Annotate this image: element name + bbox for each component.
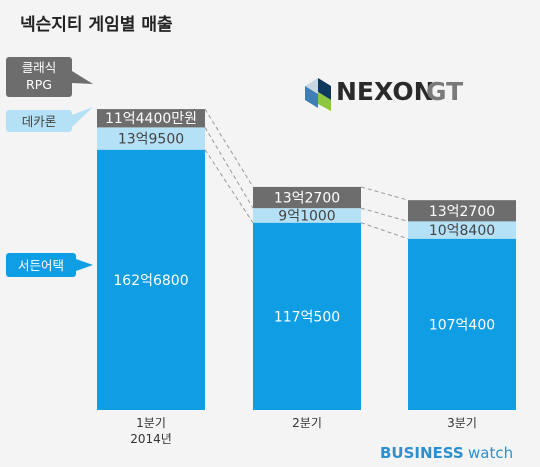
bar-segment [253,222,361,410]
legend-swatch [6,57,72,97]
nexon-gt-logo: NEXON GT [305,77,463,111]
connector-line [204,127,254,209]
data-label: 11억4400만원 [105,111,197,127]
connector-line [204,149,254,223]
x-tick-label: 3분기 [447,416,477,430]
legend-swatch [6,253,76,277]
data-label: 162억6800 [113,273,188,289]
data-label: 13억2700 [274,191,340,207]
bar-segment [97,149,205,410]
chart-title: 넥슨지티 게임별 매출 [20,14,173,35]
brand-suffix: GT [426,77,463,106]
legend-pointer [72,107,93,127]
data-label: 10억8400 [429,223,495,239]
bar-segment [253,186,361,209]
bar-group: 162억6800 13억9500 11억4400만원 1분기 2014년 117억500 9… [97,108,516,446]
data-label: 9억1000 [278,208,335,224]
credit-watch: watch [468,444,513,462]
legend-label: 클래식 [22,60,57,75]
connector-line [360,207,409,222]
bar-segment [408,238,516,410]
bar-segment [408,200,516,222]
connector-line [204,108,254,188]
x-tick-label: 2분기 [292,416,322,430]
brand-name: NEXON [336,77,435,106]
x-tick-sublabel: 2014년 [130,432,172,446]
bar-segment [408,221,516,239]
data-label: 13억2700 [429,204,495,220]
legend-item: 서든어택 [6,253,93,277]
legend-pointer [76,259,93,271]
x-tick-label: 1분기 [136,416,166,430]
legend-pointer [72,71,93,84]
nexon-cube-icon [305,78,331,111]
legend-swatch [6,110,72,132]
connector-line [360,186,409,201]
data-label: 117억500 [274,309,340,325]
connector-line [360,222,409,240]
bar-segment [97,127,205,150]
legend-label: 데카론 [22,114,57,129]
legend-label: 서든어택 [18,258,64,273]
data-label: 13억9500 [118,132,184,148]
data-label: 107억400 [429,317,495,333]
legend-item: 데카론 [6,107,93,132]
legend-item: 클래식 RPG [6,57,93,97]
bar-segment [253,208,361,223]
credit-business: BUSINESS [380,444,464,462]
legend-label: RPG [26,77,52,92]
bar-segment [97,109,205,128]
